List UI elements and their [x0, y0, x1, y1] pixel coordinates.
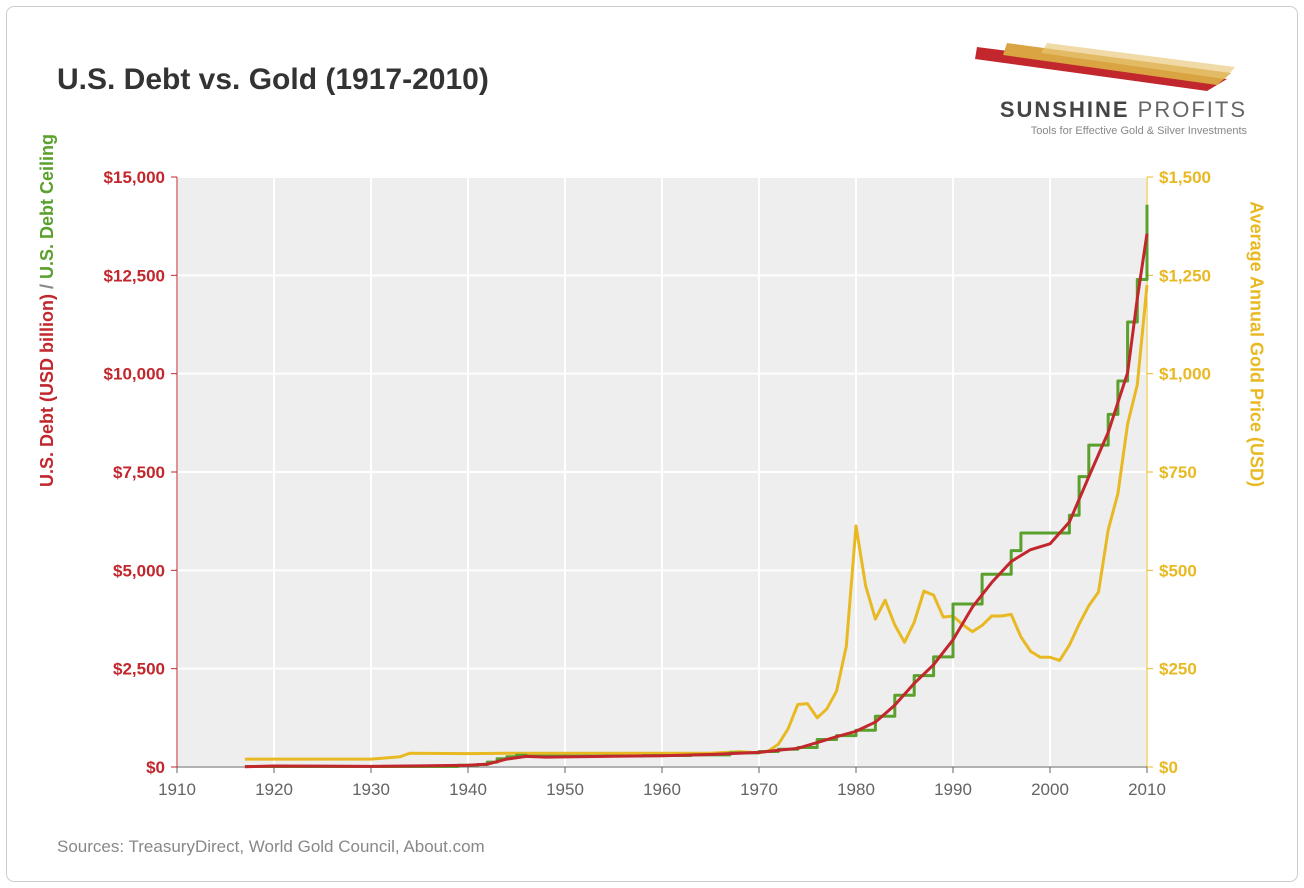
- svg-text:1960: 1960: [643, 780, 681, 799]
- logo-name-bold: SUNSHINE: [1000, 97, 1130, 122]
- brand-logo: SUNSHINE PROFITS Tools for Effective Gol…: [967, 43, 1247, 137]
- svg-text:$5,000: $5,000: [113, 561, 165, 580]
- svg-text:$15,000: $15,000: [104, 168, 165, 187]
- svg-text:$12,500: $12,500: [104, 266, 165, 285]
- svg-text:$500: $500: [1159, 561, 1197, 580]
- sources-text: Sources: TreasuryDirect, World Gold Coun…: [57, 837, 485, 857]
- svg-text:1990: 1990: [934, 780, 972, 799]
- svg-text:$2,500: $2,500: [113, 660, 165, 679]
- y-left-axis-title: U.S. Debt (USD billion) / U.S. Debt Ceil…: [37, 134, 58, 487]
- svg-text:1980: 1980: [837, 780, 875, 799]
- svg-text:$750: $750: [1159, 463, 1197, 482]
- plot-area: 1910 1920 1930 1940 1950 1960 1970 1980 1990 2000…: [87, 167, 1227, 827]
- svg-text:1940: 1940: [449, 780, 487, 799]
- logo-name: SUNSHINE PROFITS: [967, 97, 1247, 123]
- y-right-axis-title: Average Annual Gold Price (USD): [1246, 201, 1267, 487]
- svg-text:$7,500: $7,500: [113, 463, 165, 482]
- svg-text:$10,000: $10,000: [104, 365, 165, 384]
- svg-text:1970: 1970: [740, 780, 778, 799]
- svg-text:$0: $0: [1159, 758, 1178, 777]
- svg-text:$250: $250: [1159, 660, 1197, 679]
- logo-name-light: PROFITS: [1130, 97, 1247, 122]
- svg-text:$1,000: $1,000: [1159, 365, 1211, 384]
- chart-card: U.S. Debt vs. Gold (1917-2010) SUNSHINE …: [6, 6, 1298, 882]
- chart-svg: 1910 1920 1930 1940 1950 1960 1970 1980 1990 2000…: [87, 167, 1227, 827]
- svg-text:$1,250: $1,250: [1159, 266, 1211, 285]
- svg-text:1930: 1930: [352, 780, 390, 799]
- svg-text:1920: 1920: [255, 780, 293, 799]
- logo-swoosh-icon: [967, 43, 1247, 97]
- svg-text:2010: 2010: [1128, 780, 1166, 799]
- chart-title: U.S. Debt vs. Gold (1917-2010): [57, 63, 489, 97]
- logo-tagline: Tools for Effective Gold & Silver Invest…: [967, 125, 1247, 137]
- svg-text:2000: 2000: [1031, 780, 1069, 799]
- svg-text:$0: $0: [146, 758, 165, 777]
- svg-text:1950: 1950: [546, 780, 584, 799]
- svg-text:$1,500: $1,500: [1159, 168, 1211, 187]
- svg-text:1910: 1910: [158, 780, 196, 799]
